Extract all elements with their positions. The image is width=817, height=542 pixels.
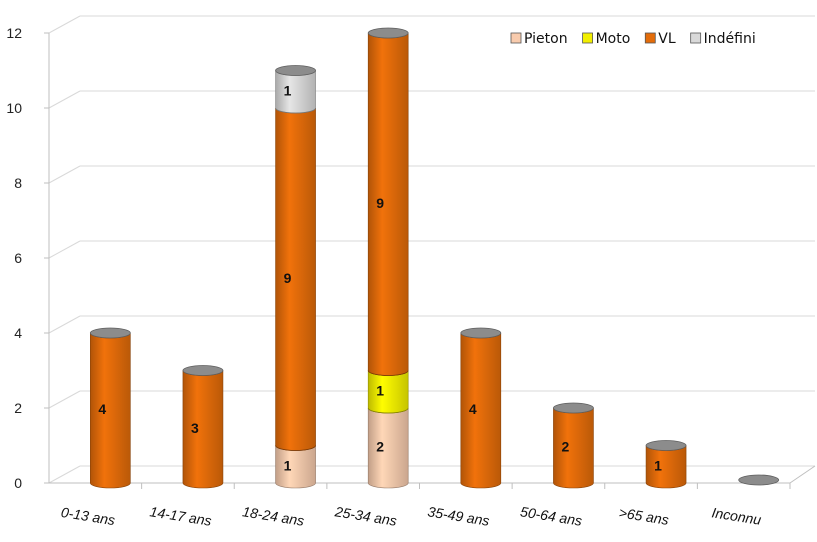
data-label: 1 <box>376 382 384 398</box>
bar-stack: 2 1 9 <box>367 27 409 489</box>
legend-item: Pieton <box>510 31 568 47</box>
data-label: 4 <box>469 401 477 417</box>
bar-segment <box>367 32 409 376</box>
bar-segment <box>275 445 316 489</box>
y-tick-label: 6 <box>14 250 22 266</box>
x-tick-label: 0-13 ans <box>60 504 116 528</box>
gridline-side <box>48 240 81 259</box>
y-tick-label: 10 <box>6 100 22 116</box>
bar-stack: 1 <box>645 440 687 489</box>
bar-top-cap <box>182 365 224 376</box>
x-tick-label: 25-34 ans <box>333 503 398 529</box>
legend-swatch <box>644 32 656 44</box>
bar-top-cap <box>645 440 687 451</box>
x-tick-label: 50-64 ans <box>519 503 583 529</box>
gridline-side <box>48 165 81 184</box>
y-tick-label: 12 <box>6 25 22 41</box>
bars: 4 3 1 9 1 2 1 9 4 2 1 <box>89 27 780 489</box>
bar-segment <box>90 332 131 489</box>
legend: Pieton Moto VL Indéfini <box>510 31 756 47</box>
legend-label: VL <box>658 31 676 47</box>
bar-segment <box>275 70 316 114</box>
gridline-side <box>48 15 81 34</box>
legend-swatch <box>690 32 702 44</box>
legend-label: Moto <box>596 31 631 47</box>
segment-seam <box>367 407 409 414</box>
bar-top-cap <box>460 327 502 339</box>
gridline-side <box>48 390 81 409</box>
x-tick-label: Inconnu <box>711 504 763 528</box>
gridline-side <box>48 90 81 109</box>
y-tick-label: 4 <box>14 325 22 341</box>
legend-swatch <box>582 32 593 44</box>
bar-stack: 4 <box>89 327 131 489</box>
axes <box>48 33 816 484</box>
data-label: 1 <box>654 457 662 473</box>
x-tick-label: >65 ans <box>618 504 670 528</box>
data-label: 4 <box>98 401 106 417</box>
floor-edge <box>789 465 816 484</box>
y-tick-label: 8 <box>14 175 22 191</box>
bar-stack: 2 <box>553 402 594 489</box>
bar-stack <box>738 474 780 486</box>
bar-segment <box>460 332 502 489</box>
bar-top-cap <box>275 65 316 76</box>
data-label: 9 <box>376 195 384 211</box>
bar-segment <box>553 407 594 489</box>
grid-lines <box>48 15 815 484</box>
gridline-side <box>48 315 81 334</box>
segment-seam <box>275 107 316 114</box>
bar-segment <box>367 370 409 414</box>
bar-stack: 4 <box>460 327 502 489</box>
legend-item: Moto <box>582 31 631 47</box>
bar-stack: 3 <box>182 365 224 489</box>
gridline-side <box>48 465 81 484</box>
data-label: 9 <box>284 270 292 286</box>
legend-swatch <box>510 32 522 44</box>
segment-seam <box>367 370 409 376</box>
x-tick-label: 35-49 ans <box>427 503 491 529</box>
bar-segment <box>182 370 224 489</box>
legend-label: Pieton <box>524 31 568 47</box>
bar-stack: 1 9 1 <box>275 65 316 489</box>
legend-item: VL <box>644 31 676 47</box>
y-tick-label: 0 <box>14 475 22 491</box>
data-label: 1 <box>284 457 292 473</box>
bar-top-cap <box>89 327 131 339</box>
x-tick-label: 14-17 ans <box>149 503 213 529</box>
bar-segment <box>645 445 687 489</box>
data-label: 1 <box>284 82 292 98</box>
legend-item: Indéfini <box>690 31 756 47</box>
legend-label: Indéfini <box>704 31 756 47</box>
bar-top-cap <box>367 27 409 39</box>
data-label: 2 <box>376 439 384 455</box>
segment-seam <box>275 445 316 451</box>
y-tick-label: 2 <box>14 400 22 416</box>
bar-top-cap <box>553 402 594 414</box>
x-tick-label: 18-24 ans <box>241 503 305 529</box>
x-axis-ticks: 0-13 ans 14-17 ans 18-24 ans 25-34 ans 35-49… <box>60 483 791 529</box>
data-label: 2 <box>562 439 570 455</box>
data-label: 3 <box>191 420 199 436</box>
bar-segment <box>367 407 409 489</box>
empty-bar-cap <box>738 474 780 486</box>
bar-segment <box>275 107 316 451</box>
y-axis-ticks: 0 2 4 6 8 10 12 <box>6 25 49 491</box>
